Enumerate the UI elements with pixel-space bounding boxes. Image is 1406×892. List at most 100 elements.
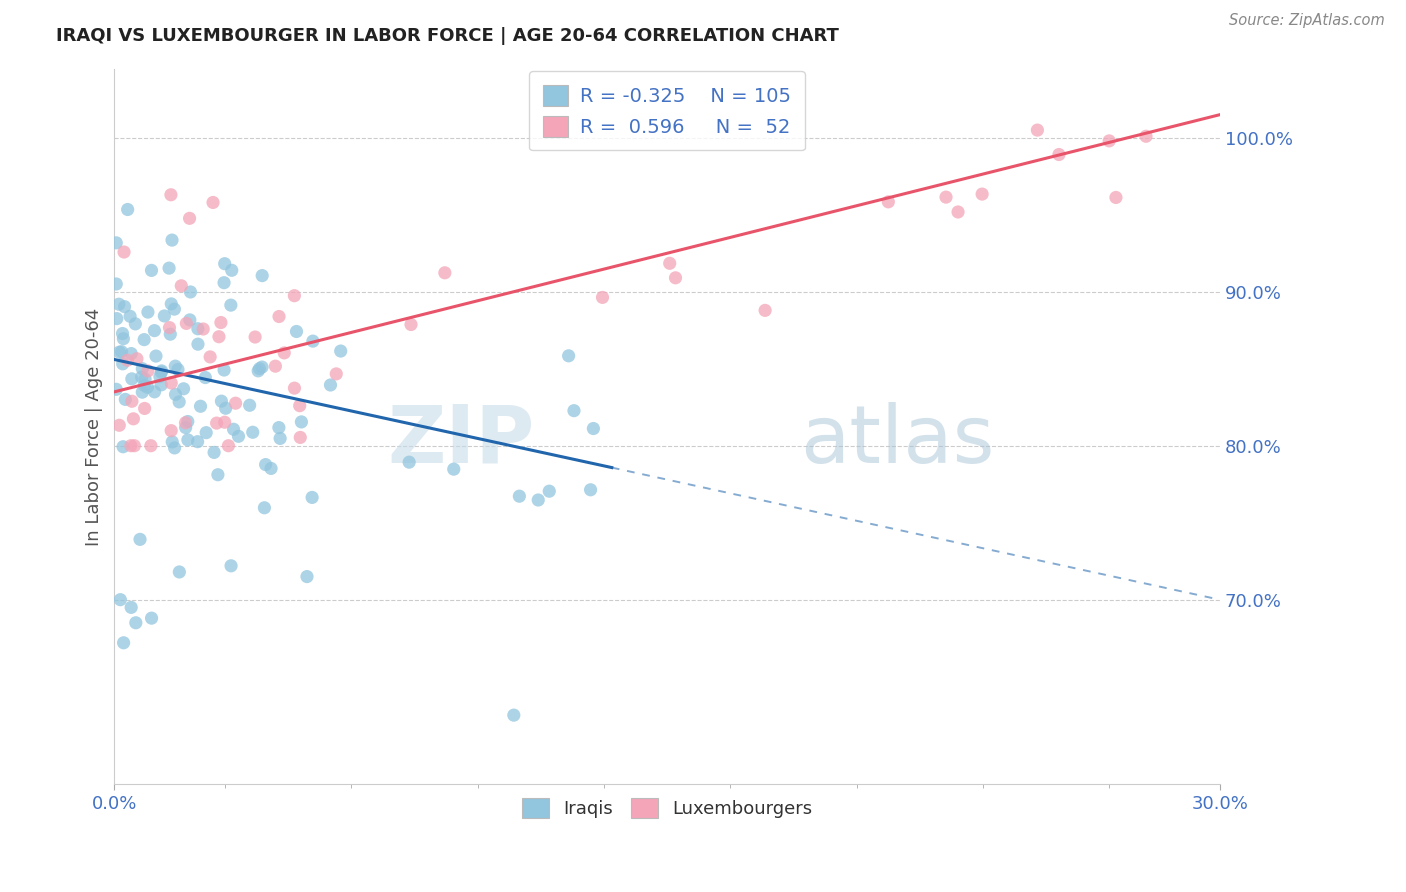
- Point: [209, 316, 232, 330]
- Point: [111, 357, 134, 371]
- Point: [664, 270, 686, 285]
- Point: [212, 363, 235, 377]
- Point: [658, 256, 681, 270]
- Point: [239, 398, 262, 412]
- Point: [219, 298, 242, 312]
- Point: [114, 300, 136, 314]
- Point: [214, 415, 236, 429]
- Point: [108, 418, 131, 433]
- Point: [264, 359, 287, 374]
- Point: [283, 381, 305, 395]
- Text: IRAQI VS LUXEMBOURGER IN LABOR FORCE | AGE 20-64 CORRELATION CHART: IRAQI VS LUXEMBOURGER IN LABOR FORCE | A…: [56, 27, 839, 45]
- Point: [254, 458, 277, 472]
- Point: [557, 349, 579, 363]
- Point: [160, 297, 183, 311]
- Point: [221, 263, 243, 277]
- Point: [217, 439, 239, 453]
- Point: [120, 310, 142, 324]
- Point: [124, 317, 146, 331]
- Point: [160, 233, 183, 247]
- Point: [179, 285, 201, 299]
- Point: [1047, 147, 1070, 161]
- Point: [167, 395, 190, 409]
- Point: [111, 326, 134, 341]
- Point: [253, 500, 276, 515]
- Point: [173, 382, 195, 396]
- Point: [117, 353, 139, 368]
- Point: [114, 392, 136, 407]
- Point: [301, 491, 323, 505]
- Point: [131, 370, 153, 384]
- Point: [129, 533, 152, 547]
- Point: [502, 708, 524, 723]
- Point: [121, 394, 143, 409]
- Point: [110, 592, 132, 607]
- Point: [290, 430, 312, 444]
- Point: [159, 327, 181, 342]
- Point: [288, 399, 311, 413]
- Point: [125, 351, 148, 366]
- Point: [112, 636, 135, 650]
- Point: [222, 422, 245, 436]
- Point: [1105, 190, 1128, 204]
- Point: [167, 362, 190, 376]
- Point: [946, 205, 969, 219]
- Point: [165, 359, 187, 373]
- Point: [283, 288, 305, 302]
- Point: [242, 425, 264, 440]
- Point: [290, 415, 312, 429]
- Point: [754, 303, 776, 318]
- Point: [592, 290, 614, 304]
- Point: [562, 403, 585, 417]
- Point: [150, 377, 173, 392]
- Point: [398, 455, 420, 469]
- Point: [295, 569, 318, 583]
- Point: [302, 334, 325, 348]
- Point: [508, 489, 530, 503]
- Point: [214, 257, 236, 271]
- Point: [1135, 129, 1157, 144]
- Point: [285, 325, 308, 339]
- Point: [202, 195, 225, 210]
- Point: [108, 297, 131, 311]
- Point: [122, 412, 145, 426]
- Point: [195, 425, 218, 440]
- Point: [108, 345, 131, 359]
- Point: [247, 364, 270, 378]
- Point: [121, 372, 143, 386]
- Point: [538, 484, 561, 499]
- Point: [193, 322, 215, 336]
- Point: [207, 467, 229, 482]
- Point: [136, 305, 159, 319]
- Point: [1026, 123, 1049, 137]
- Point: [198, 350, 221, 364]
- Point: [267, 310, 290, 324]
- Point: [249, 361, 271, 376]
- Point: [159, 320, 181, 334]
- Point: [209, 394, 232, 409]
- Point: [169, 565, 191, 579]
- Point: [250, 360, 273, 375]
- Point: [134, 333, 156, 347]
- Text: ZIP: ZIP: [387, 401, 534, 480]
- Point: [136, 380, 159, 394]
- Point: [131, 385, 153, 400]
- Point: [105, 311, 128, 326]
- Point: [134, 372, 156, 386]
- Point: [125, 615, 148, 630]
- Point: [112, 245, 135, 260]
- Point: [163, 441, 186, 455]
- Point: [187, 322, 209, 336]
- Point: [208, 329, 231, 343]
- Point: [228, 429, 250, 443]
- Y-axis label: In Labor Force | Age 20-64: In Labor Force | Age 20-64: [86, 308, 103, 546]
- Point: [225, 396, 247, 410]
- Point: [153, 309, 176, 323]
- Point: [579, 483, 602, 497]
- Point: [190, 399, 212, 413]
- Point: [163, 302, 186, 317]
- Point: [149, 369, 172, 384]
- Point: [174, 416, 197, 430]
- Point: [325, 367, 347, 381]
- Point: [120, 439, 142, 453]
